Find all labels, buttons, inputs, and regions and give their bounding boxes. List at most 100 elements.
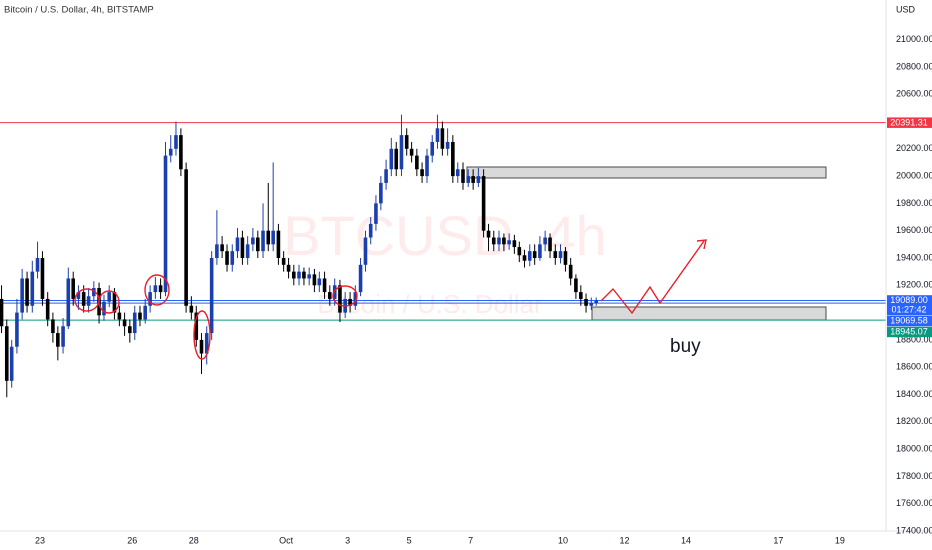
candle-body [307, 274, 311, 279]
candle-body [86, 296, 91, 306]
candle-body [348, 298, 352, 306]
candle-body [353, 292, 358, 306]
y-tick-label: 19200.00 [896, 280, 932, 290]
candle-body [358, 264, 363, 293]
candle-body [394, 148, 399, 170]
candle-body [553, 251, 558, 258]
candle-body [276, 230, 281, 258]
candle-body [128, 326, 132, 334]
candle-body [261, 230, 265, 252]
candle-body [40, 257, 45, 299]
y-tick-label: 18400.00 [896, 389, 932, 399]
candle-body [256, 237, 260, 252]
price-label: 19089.00 [890, 295, 928, 305]
candle-body [194, 312, 199, 340]
candle-body [71, 278, 76, 299]
x-tick-label: 17 [773, 535, 783, 545]
candle-body [61, 326, 65, 347]
candle-body [76, 292, 81, 299]
candle-body [153, 285, 158, 293]
circle-annotation [144, 274, 170, 306]
candle-body [471, 176, 475, 183]
candle-body [209, 257, 214, 334]
candle-body [266, 230, 271, 245]
candle-body [574, 278, 578, 293]
projection-arrow [600, 240, 705, 315]
candle-body [543, 237, 547, 245]
candle-body [158, 285, 163, 293]
hand-drawings [74, 239, 707, 360]
candle-body [25, 278, 29, 306]
candle-body [466, 176, 471, 183]
y-tick-label: 20600.00 [896, 89, 932, 99]
candle-body [594, 300, 599, 304]
candle-body [589, 303, 594, 306]
watermark-symbol: BTCUSD, 4h [283, 204, 607, 267]
candle-body [163, 155, 168, 293]
y-tick-label: 20000.00 [896, 170, 932, 180]
candle-body [189, 305, 194, 313]
buy-annotation: buy [670, 336, 701, 357]
candle-body [30, 271, 35, 306]
candle-body [199, 339, 204, 354]
countdown: 01:27:42 [891, 305, 926, 315]
y-tick-label: 19400.00 [896, 252, 932, 262]
candle-body [461, 169, 465, 183]
currency-label: USD [896, 4, 916, 14]
candle-body [368, 223, 373, 238]
x-tick-label: 10 [558, 535, 568, 545]
supply-zone [466, 166, 827, 179]
candle-body [230, 251, 235, 265]
candle-body [81, 292, 86, 306]
candle-body [271, 230, 275, 245]
candle-body [143, 305, 148, 320]
candle-body [174, 135, 178, 149]
x-tick-label: 28 [189, 535, 199, 545]
candle-body [251, 237, 255, 245]
candle-body [389, 148, 394, 170]
candle-body [245, 244, 250, 258]
drawings [466, 166, 827, 321]
candle-body [491, 237, 496, 245]
x-tick-label: 5 [407, 535, 412, 545]
candle-body [404, 135, 409, 149]
y-tick-label: 17800.00 [896, 471, 932, 481]
candle-body [168, 148, 173, 156]
candle-body [312, 274, 317, 286]
candle-body [117, 312, 122, 320]
x-tick-label: Oct [279, 535, 294, 545]
x-tick-label: 23 [35, 535, 45, 545]
x-tick-label: 7 [468, 535, 473, 545]
candle-body [138, 312, 142, 320]
y-tick-label: 19600.00 [896, 225, 932, 235]
candle-body [399, 135, 404, 170]
candle-body [415, 155, 419, 170]
candle-body [102, 301, 106, 316]
candle-body [45, 298, 50, 320]
candle-body [302, 271, 306, 279]
candle-body [563, 251, 568, 265]
y-tick-label: 17600.00 [896, 498, 932, 508]
y-tick-label: 18000.00 [896, 443, 932, 453]
price-label-box [887, 295, 932, 316]
circle-annotation [193, 310, 211, 360]
candle-body [527, 251, 532, 261]
candle-body [122, 319, 127, 327]
candle-body [486, 230, 491, 238]
candle-body [384, 169, 388, 183]
candle-body [148, 292, 152, 306]
arrow-head [696, 239, 707, 250]
candle-body [215, 244, 219, 258]
candle-body [220, 244, 224, 252]
chart-title: Bitcoin / U.S. Dollar, 4h, BITSTAMP [4, 5, 154, 16]
y-tick-label: 18800.00 [896, 334, 932, 344]
candle-body [507, 240, 511, 245]
x-tick-label: 14 [681, 535, 691, 545]
candle-body [512, 240, 517, 248]
candle-body [481, 176, 486, 231]
candle-body [225, 251, 229, 265]
candle-body [379, 182, 383, 204]
candle-body [517, 247, 522, 256]
